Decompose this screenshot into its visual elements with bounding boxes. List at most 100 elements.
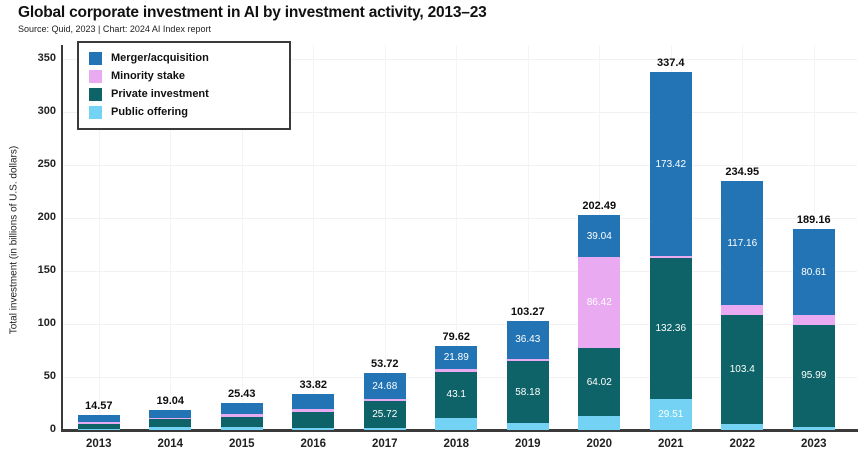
grid-line-h (63, 59, 857, 60)
y-tick-label: 100 (37, 317, 56, 329)
chart-source-note: Source: Quid, 2023 | Chart: 2024 AI Inde… (18, 24, 211, 34)
x-tick-label: 2019 (514, 438, 541, 450)
bar-segment-label: 173.42 (655, 158, 687, 170)
bar-segment-label: 21.89 (443, 351, 469, 363)
bar-segment (149, 427, 192, 430)
bar-segment-label: 117.16 (727, 237, 758, 249)
grid-line-v (527, 45, 529, 430)
bar-segment (292, 411, 335, 428)
bar-segment (77, 428, 120, 430)
bar-segment-label: 36.43 (515, 334, 541, 346)
grid-line-h (63, 271, 857, 272)
bar-segment (578, 416, 621, 430)
grid-line-v (384, 45, 386, 430)
bar-segment (435, 417, 478, 430)
bar-segment (149, 418, 192, 428)
bar-total-label: 33.82 (299, 379, 328, 392)
bar-total-label: 19.04 (156, 394, 185, 407)
x-tick-label: 2020 (586, 438, 613, 450)
y-tick-label: 300 (37, 105, 56, 117)
public-offering-swatch-icon (89, 105, 102, 119)
bar-segment: 86.42 (578, 256, 621, 349)
grid-line-v (456, 45, 458, 430)
bar-segment (792, 314, 835, 325)
x-tick-label: 2014 (157, 438, 184, 450)
bar-segment (435, 368, 478, 372)
x-tick-label: 2023 (800, 438, 827, 450)
bar-segment: 80.61 (792, 229, 835, 315)
bar-segment (363, 399, 406, 401)
bar-segment: 132.36 (649, 258, 692, 399)
y-tick-label: 0 (49, 423, 56, 435)
bar-segment: 29.51 (649, 398, 692, 430)
grid-line-v (170, 45, 172, 430)
bar-segment-label: 103.4 (729, 363, 755, 375)
bar-total-label: 337.4 (656, 57, 685, 70)
bar-segment: 43.1 (435, 371, 478, 418)
bar-segment (649, 256, 692, 259)
x-tick-label: 2017 (371, 438, 398, 450)
bar-segment (220, 427, 263, 430)
bar-total-label: 79.62 (442, 330, 471, 343)
y-tick-label: 150 (37, 264, 56, 276)
legend-item-label: Private investment (111, 88, 209, 100)
bar-segment: 24.68 (363, 373, 406, 400)
private-investment-swatch-icon (89, 87, 102, 101)
bar-segment (77, 414, 120, 422)
bar-segment: 103.4 (721, 314, 764, 425)
bar-segment (292, 408, 335, 412)
bar-total-label: 53.72 (370, 358, 399, 371)
y-tick-label: 200 (37, 211, 56, 223)
grid-line-v (241, 45, 243, 430)
bar-segment-label: 29.51 (658, 408, 684, 420)
bar-segment (220, 403, 263, 415)
bar-segment-label: 39.04 (586, 230, 612, 242)
bar-segment: 25.72 (363, 400, 406, 429)
bar-segment (792, 426, 835, 430)
x-tick-label: 2022 (729, 438, 756, 450)
bar-segment-label: 58.18 (515, 386, 541, 398)
chart-legend: Merger/acquisition Minority stake Privat… (77, 41, 291, 130)
bar-segment (363, 428, 406, 430)
bar-segment-label: 80.61 (801, 266, 827, 278)
chart-title: Global corporate investment in AI by inv… (18, 4, 487, 21)
bar-segment: 64.02 (578, 348, 621, 417)
legend-item-merger-acquisition: Merger/acquisition (89, 49, 279, 67)
bar-segment: 117.16 (721, 180, 764, 306)
bar-segment (721, 305, 764, 315)
bar-segment (721, 424, 764, 430)
bar-segment-label: 95.99 (801, 370, 827, 382)
bar-segment (506, 359, 549, 362)
x-tick-label: 2013 (85, 438, 112, 450)
y-axis-title: Total investment (in billions of U.S. do… (8, 145, 20, 335)
bar-segment (292, 427, 335, 430)
bar-segment: 21.89 (435, 345, 478, 369)
bar-total-label: 14.57 (84, 399, 113, 412)
bar-segment: 95.99 (792, 324, 835, 427)
bar-segment (149, 409, 192, 418)
bar-total-label: 103.27 (510, 305, 545, 318)
minority-stake-swatch-icon (89, 69, 102, 83)
bar-total-label: 189.16 (796, 214, 831, 227)
grid-line-h (63, 324, 857, 325)
bar-segment (220, 414, 263, 417)
bar-segment: 36.43 (506, 320, 549, 360)
bar-segment: 173.42 (649, 72, 692, 257)
bar-segment (149, 417, 192, 419)
legend-item-label: Public offering (111, 106, 188, 118)
legend-item-private-investment: Private investment (89, 85, 279, 103)
bar-segment-label: 132.36 (655, 323, 687, 335)
bar-segment: 39.04 (578, 215, 621, 257)
bar-segment (506, 422, 549, 430)
x-tick-label: 2021 (657, 438, 684, 450)
x-tick-label: 2018 (443, 438, 470, 450)
y-tick-label: 50 (43, 370, 56, 382)
bar-segment (77, 421, 120, 424)
bar-segment-label: 25.72 (372, 409, 398, 421)
grid-line-h (63, 112, 857, 113)
y-axis-line (61, 45, 63, 431)
bar-segment: 58.18 (506, 361, 549, 423)
y-tick-label: 250 (37, 158, 56, 170)
x-axis-line (61, 429, 858, 432)
